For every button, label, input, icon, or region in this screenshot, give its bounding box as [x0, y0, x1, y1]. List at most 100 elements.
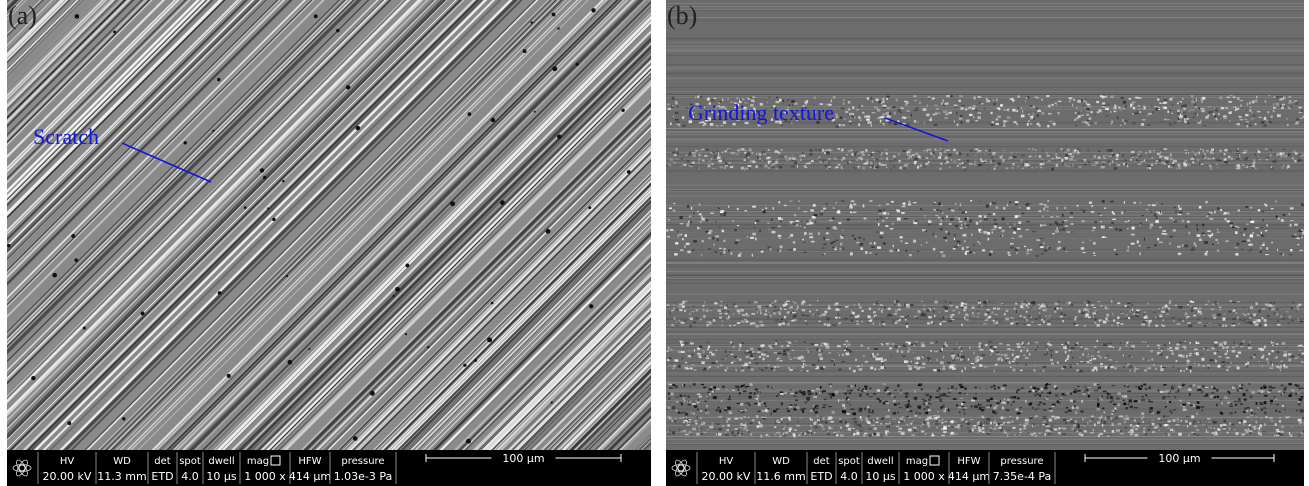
speckle [1183, 162, 1186, 165]
speckle [1072, 151, 1076, 154]
speckle [1087, 104, 1090, 105]
speckle [914, 161, 916, 164]
speckle [1111, 410, 1114, 412]
speckle [830, 385, 831, 387]
speckle [1089, 117, 1092, 120]
speckle [1179, 208, 1182, 210]
speckle [1010, 247, 1014, 249]
speckle [1070, 212, 1073, 214]
speckle [860, 151, 864, 154]
speckle [1070, 364, 1071, 366]
speckle [956, 404, 958, 406]
speckle [750, 160, 753, 162]
scratch-texture [0, 0, 5, 460]
speckle [752, 351, 756, 353]
speckle [1171, 167, 1172, 168]
speckle [836, 202, 837, 204]
speckle [1194, 307, 1198, 309]
speckle [1241, 104, 1242, 106]
speckle [852, 312, 855, 314]
speckle [699, 213, 702, 215]
speckle [944, 149, 945, 152]
speckle [1150, 223, 1153, 226]
speckle [1007, 344, 1010, 346]
speckle [1288, 102, 1290, 104]
speckle [1028, 114, 1030, 115]
speckle [682, 301, 684, 304]
pit [218, 291, 222, 295]
speckle [1235, 231, 1238, 234]
speckle [802, 152, 805, 153]
speckle [1035, 349, 1036, 351]
speckle [666, 304, 669, 306]
speckle [675, 410, 677, 412]
speckle [1237, 97, 1240, 100]
speckle [1210, 168, 1212, 171]
speckle [1297, 356, 1298, 357]
speckle [1174, 207, 1175, 209]
speckle [1064, 150, 1067, 153]
speckle [1069, 217, 1073, 218]
speckle [757, 411, 760, 412]
speckle [929, 119, 931, 120]
speckle [1149, 150, 1151, 153]
speckle [1296, 118, 1299, 120]
speckle [1264, 203, 1266, 205]
speckle [787, 352, 789, 354]
speckle [1264, 423, 1266, 426]
speckle [998, 357, 1002, 359]
speckle [717, 366, 718, 368]
speckle [862, 154, 865, 156]
speckle [678, 365, 681, 368]
speckle [1198, 313, 1200, 315]
speckle [706, 321, 710, 323]
speckle [866, 424, 869, 425]
speckle [686, 164, 687, 165]
speckle [1211, 386, 1214, 387]
speckle [1071, 347, 1075, 349]
speckle [1027, 249, 1029, 252]
speckle [1155, 244, 1157, 246]
speckle [835, 324, 836, 327]
speckle [774, 352, 777, 353]
speckle [1070, 342, 1071, 343]
speckle [1208, 112, 1211, 113]
speckle [1217, 250, 1219, 252]
speckle [1163, 99, 1167, 101]
speckle [1220, 399, 1221, 400]
speckle [1232, 323, 1235, 324]
speckle [1081, 209, 1082, 210]
speckle [693, 400, 694, 402]
speckle [737, 432, 739, 434]
speckle [1033, 117, 1035, 119]
speckle [917, 405, 921, 408]
speckle [1252, 391, 1256, 394]
speckle [863, 204, 865, 207]
speckle [794, 161, 797, 164]
speckle [667, 407, 668, 409]
speckle [710, 213, 714, 214]
speckle [751, 353, 752, 356]
speckle [1247, 240, 1250, 242]
speckle [1221, 153, 1223, 155]
speckle [668, 392, 670, 394]
speckle [776, 366, 779, 367]
speckle [1157, 345, 1160, 347]
speckle [1157, 238, 1159, 241]
speckle [790, 404, 793, 405]
speckle [914, 100, 917, 101]
speckle [868, 315, 871, 318]
speckle [1153, 364, 1155, 366]
speckle [746, 313, 748, 315]
speckle [758, 348, 761, 351]
speckle [923, 162, 924, 163]
speckle [921, 388, 923, 390]
speckle [871, 124, 872, 126]
speckle [944, 103, 947, 104]
speckle [1167, 401, 1168, 403]
speckle [1188, 388, 1192, 390]
speckle [960, 307, 961, 309]
speckle [780, 307, 782, 310]
speckle [913, 352, 914, 353]
speckle [691, 207, 692, 210]
